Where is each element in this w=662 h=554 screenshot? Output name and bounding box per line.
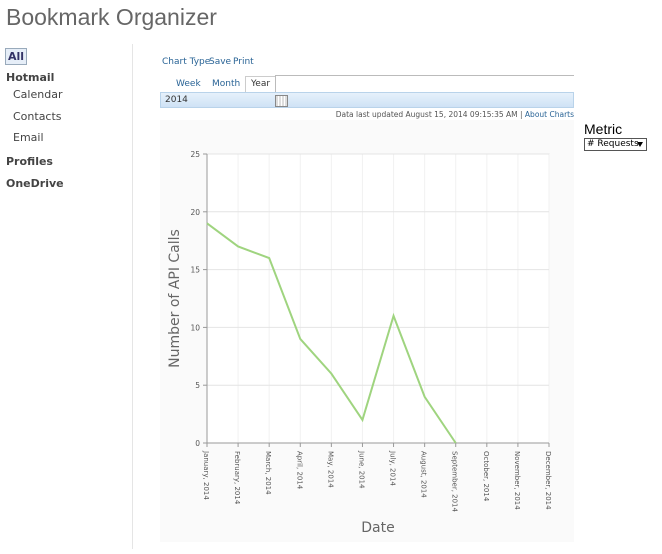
about-link[interactable]: About Charts — [524, 110, 574, 119]
x-tick-label: December, 2014 — [544, 451, 552, 510]
x-tick-label: May, 2014 — [326, 451, 334, 488]
metric-label: Metric — [584, 121, 623, 137]
tab[interactable]: Week — [176, 79, 201, 89]
x-tick-label: March, 2014 — [264, 451, 272, 495]
nav-group[interactable]: Profiles — [6, 154, 53, 168]
nav-group[interactable]: Hotmail — [6, 71, 55, 84]
status: Data last updated August 15, 2014 09:15:… — [336, 110, 574, 119]
x-tick-label: August, 2014 — [420, 451, 428, 498]
y-tick-label: 20 — [190, 208, 200, 217]
x-tick-label: September, 2014 — [451, 451, 459, 513]
y-tick-label: 25 — [190, 150, 200, 159]
app-title: Bookmark Organizer — [6, 4, 217, 30]
y-tick-label: 5 — [195, 381, 200, 390]
y-tick-label: 0 — [195, 439, 200, 448]
data-line — [206, 222, 457, 444]
tab[interactable]: Year — [251, 79, 271, 89]
date-bar — [160, 92, 574, 108]
x-tick-label: April, 2014 — [295, 451, 303, 490]
nav-group[interactable]: OneDrive — [6, 176, 64, 190]
x-tick-label: February, 2014 — [233, 451, 241, 505]
toolbar-button[interactable]: Print — [233, 57, 254, 67]
metric-select[interactable]: # Requests — [584, 138, 647, 151]
status-separator: | — [520, 110, 523, 119]
y-tick-label: 15 — [190, 266, 200, 275]
date-value: 2014 — [165, 95, 188, 105]
x-tick-label: November, 2014 — [513, 451, 521, 510]
y-axis-label: Number of API Calls — [167, 229, 183, 368]
x-tick-label: June, 2014 — [357, 450, 365, 489]
y-tick-label: 10 — [190, 323, 200, 332]
x-tick-label: July, 2014 — [389, 450, 397, 486]
x-axis-label: Date — [361, 520, 394, 536]
tab[interactable]: Month — [212, 79, 241, 89]
x-tick-label: October, 2014 — [482, 451, 490, 502]
toolbar-button[interactable]: Save — [209, 57, 232, 67]
calendar-icon[interactable] — [275, 95, 288, 107]
x-tick-label: January, 2014 — [202, 450, 210, 500]
nav-item[interactable]: Calendar — [13, 88, 63, 101]
nav-all[interactable]: All — [5, 48, 28, 65]
nav-item[interactable]: Email — [13, 131, 44, 144]
status-text: Data last updated August 15, 2014 09:15:… — [335, 110, 518, 119]
metric-option: # Requests — [587, 139, 639, 149]
nav-item[interactable]: Contacts — [13, 109, 62, 123]
plot-area — [206, 153, 550, 444]
toolbar-button[interactable]: Chart Type — [162, 57, 211, 67]
separator — [132, 44, 133, 549]
